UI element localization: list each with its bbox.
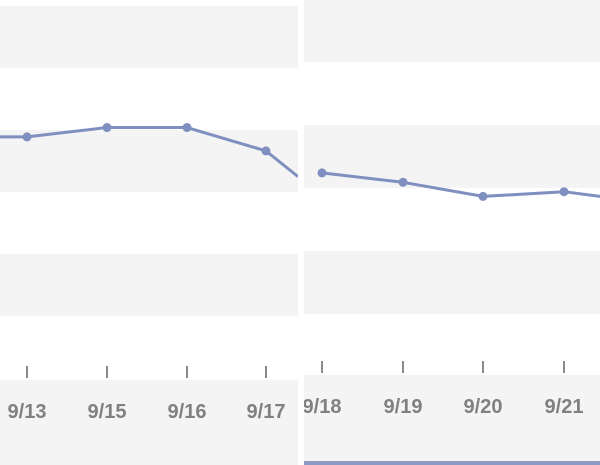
x-tick-label: 9/18 [303, 396, 342, 418]
data-point [261, 146, 271, 156]
data-point [102, 123, 112, 133]
data-point [22, 132, 32, 142]
data-point [478, 191, 488, 201]
grid-band [304, 0, 600, 62]
grid-band [304, 251, 600, 314]
series-line [0, 126, 299, 178]
x-tick-label: 9/17 [247, 401, 286, 423]
data-point [317, 168, 327, 178]
data-point [559, 187, 569, 197]
grid-band [0, 254, 298, 316]
x-tick-label: 9/13 [8, 401, 47, 423]
x-tick-label: 9/19 [384, 396, 423, 418]
grid-band [304, 125, 600, 188]
grid-band [0, 6, 298, 68]
x-tick-label: 9/16 [168, 401, 207, 423]
data-point [398, 177, 408, 187]
data-point [182, 123, 192, 133]
x-axis-band [0, 380, 298, 465]
x-axis-band [304, 375, 600, 465]
x-tick-label: 9/15 [88, 401, 127, 423]
panel-separator [298, 0, 304, 465]
grid-band [0, 130, 298, 192]
x-tick-label: 9/20 [464, 396, 503, 418]
bottom-accent-bar [304, 461, 600, 465]
x-tick-label: 9/21 [545, 396, 584, 418]
